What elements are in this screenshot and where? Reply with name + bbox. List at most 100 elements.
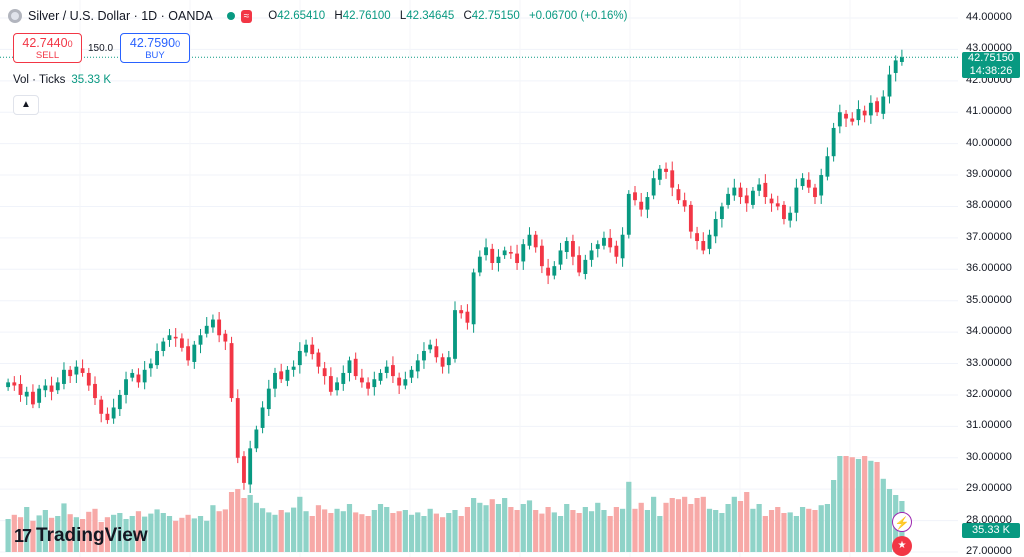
price-axis-label: 37.00000: [966, 230, 1012, 243]
price-axis-label: 29.00000: [966, 482, 1012, 495]
candle-body: [204, 325, 209, 334]
volume-bar: [390, 513, 396, 552]
sell-button[interactable]: 42.74400 SELL: [13, 33, 82, 63]
chevron-up-icon: ▲: [21, 99, 31, 110]
candle-body: [235, 398, 240, 458]
volume-bar: [396, 511, 402, 552]
candle-body: [99, 399, 104, 414]
candle-body: [782, 204, 786, 220]
silver-icon: [8, 9, 22, 23]
volume-bar: [688, 504, 694, 552]
volume-bar: [191, 518, 197, 552]
volume-bar: [855, 459, 862, 552]
volume-bar: [408, 514, 415, 552]
candle-body: [546, 267, 551, 276]
candle-body: [359, 377, 364, 383]
candle-body: [887, 74, 892, 97]
candle-body: [515, 253, 519, 264]
candle-body: [285, 369, 290, 381]
volume-bar: [322, 509, 328, 552]
volume-bar: [247, 495, 253, 552]
volume-tag: 35.33 K: [962, 523, 1020, 538]
candle-body: [372, 379, 377, 388]
candle-body: [80, 368, 85, 373]
volume-bar: [619, 508, 626, 552]
candle-body: [651, 178, 656, 196]
volume-bar: [756, 504, 762, 552]
volume-bar: [61, 503, 67, 552]
candle-body: [552, 266, 557, 276]
volume-bar: [278, 510, 284, 552]
candle-body: [602, 237, 606, 246]
candle-body: [322, 368, 327, 377]
close-key: C: [463, 10, 472, 22]
logo-text: TradingView: [36, 525, 148, 546]
volume-bar: [762, 516, 768, 552]
candle-body: [446, 357, 451, 366]
tradingview-logo[interactable]: 17 TradingView: [14, 525, 148, 547]
candle-body: [769, 198, 774, 204]
candle-body: [508, 252, 513, 254]
volume-bar: [719, 513, 725, 552]
candle-body: [471, 272, 476, 325]
last-price: 42.75150: [968, 52, 1014, 64]
volume-bar: [669, 498, 675, 552]
volume-bar: [359, 514, 365, 552]
candle-body: [496, 256, 501, 264]
candle-body: [595, 244, 600, 249]
candle-body: [819, 175, 824, 196]
candle-body: [788, 212, 793, 221]
candle-body: [875, 101, 879, 113]
volume-bar: [644, 510, 651, 552]
volume-bar: [309, 516, 315, 552]
volume-bar: [663, 502, 669, 552]
candle-body: [620, 234, 625, 259]
volume-bar: [564, 504, 570, 552]
lightning-icon[interactable]: ⚡: [892, 512, 912, 532]
volume-bar: [588, 511, 595, 552]
volume-bar: [657, 516, 663, 552]
data-badge[interactable]: ≈: [240, 9, 253, 23]
volume-bar: [818, 505, 824, 552]
candle-body: [273, 372, 277, 389]
volume-bar: [570, 510, 576, 552]
price-axis-label: 38.00000: [966, 199, 1012, 212]
volume-legend[interactable]: Vol · Ticks 35.33 K: [13, 74, 111, 86]
volume-bar: [533, 510, 539, 552]
volume-bar: [266, 512, 272, 552]
ohlc-legend: O42.65410 H42.76100 L42.34645 C42.75150 …: [268, 10, 633, 22]
candle-body: [844, 113, 848, 119]
symbol-header[interactable]: Silver / U.S. Dollar · 1D · OANDA ≈ O42.…: [8, 9, 633, 23]
volume-bar: [228, 492, 235, 552]
volume-bar: [737, 501, 744, 552]
volume-bar: [514, 510, 520, 552]
candle-body: [341, 372, 346, 384]
us-flag-icon[interactable]: ★: [892, 536, 912, 556]
candle-body: [310, 344, 315, 355]
candle-body: [800, 178, 805, 187]
candle-body: [24, 391, 29, 397]
volume-bar: [886, 489, 893, 552]
volume-bar: [86, 511, 92, 552]
buy-button[interactable]: 42.75900 BUY: [120, 33, 190, 63]
volume-bar: [775, 507, 781, 552]
candle-body: [266, 388, 271, 410]
price-axis-label: 44.00000: [966, 11, 1012, 23]
candle-body: [657, 168, 662, 180]
candle-body: [726, 193, 731, 205]
volume-bar: [632, 508, 638, 552]
volume-bar: [694, 498, 700, 552]
volume-bar: [384, 507, 390, 552]
candle-body: [633, 192, 637, 201]
volume-bar: [216, 511, 222, 552]
volume-bar: [471, 498, 477, 552]
candle-body: [353, 358, 358, 377]
candle-body: [521, 244, 526, 262]
collapse-legend-button[interactable]: ▲: [13, 95, 39, 115]
symbol-title[interactable]: Silver / U.S. Dollar · 1D · OANDA: [28, 9, 213, 23]
candle-body: [533, 234, 538, 248]
candle-body: [440, 357, 445, 367]
candle-body: [391, 365, 395, 377]
volume-bar: [197, 516, 204, 552]
